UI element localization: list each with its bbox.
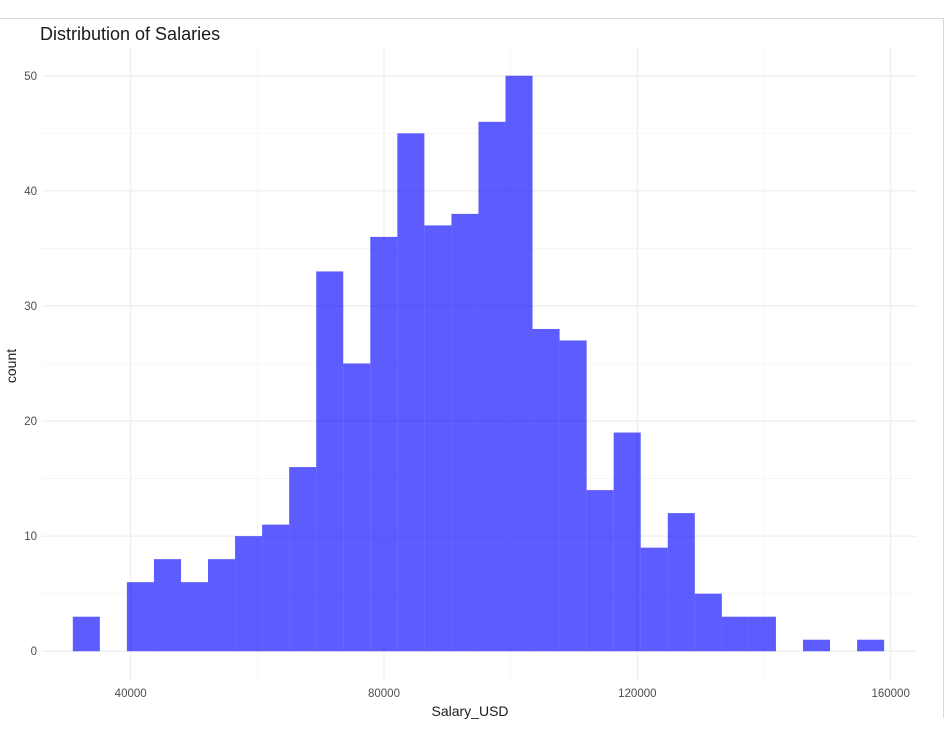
histogram-bar: [72, 616, 100, 652]
histogram-bar: [153, 559, 181, 652]
histogram-bar: [316, 271, 344, 652]
histogram-bar: [640, 547, 668, 652]
histogram-bars: [72, 75, 885, 652]
histogram-bar: [721, 616, 749, 652]
histogram-bar: [559, 340, 587, 652]
x-axis-title: Salary_USD: [431, 703, 508, 719]
histogram-bar: [424, 225, 452, 652]
histogram-bar: [451, 213, 479, 652]
histogram-bar: [667, 513, 695, 652]
histogram-bar: [343, 363, 371, 652]
y-tick-label: 10: [24, 531, 37, 543]
x-tick-label: 160000: [871, 688, 909, 700]
histogram-bar: [505, 75, 533, 652]
histogram-bar: [613, 432, 641, 652]
histogram-bar: [235, 536, 263, 652]
histogram-bar: [397, 133, 425, 652]
histogram-bar: [586, 490, 614, 652]
histogram-bar: [532, 328, 560, 652]
histogram-bar: [126, 582, 154, 652]
grid-lines: [42, 47, 916, 680]
histogram-bar: [748, 616, 776, 652]
y-tick-label: 40: [24, 186, 37, 198]
histogram-bar: [857, 639, 885, 652]
y-tick-label: 0: [31, 646, 37, 658]
x-tick-label: 120000: [618, 688, 656, 700]
histogram-bar: [208, 559, 236, 652]
tick-labels: 40000 80000 120000 160000 0 10 20 30 40 50: [24, 71, 910, 700]
y-axis-title: count: [3, 349, 19, 383]
y-tick-label: 30: [24, 301, 37, 313]
x-tick-label: 40000: [115, 688, 147, 700]
histogram-bar: [478, 121, 506, 652]
y-tick-label: 50: [24, 71, 37, 83]
y-tick-label: 20: [24, 416, 37, 428]
histogram-bar: [694, 593, 722, 652]
chart-title: Distribution of Salaries: [40, 24, 220, 44]
histogram-bar: [370, 236, 398, 652]
window-top-strip: [0, 0, 944, 19]
histogram-bar: [802, 639, 831, 652]
histogram-bar: [180, 582, 209, 652]
histogram-bar: [262, 524, 290, 652]
histogram-bar: [289, 467, 317, 652]
x-tick-label: 80000: [368, 688, 400, 700]
